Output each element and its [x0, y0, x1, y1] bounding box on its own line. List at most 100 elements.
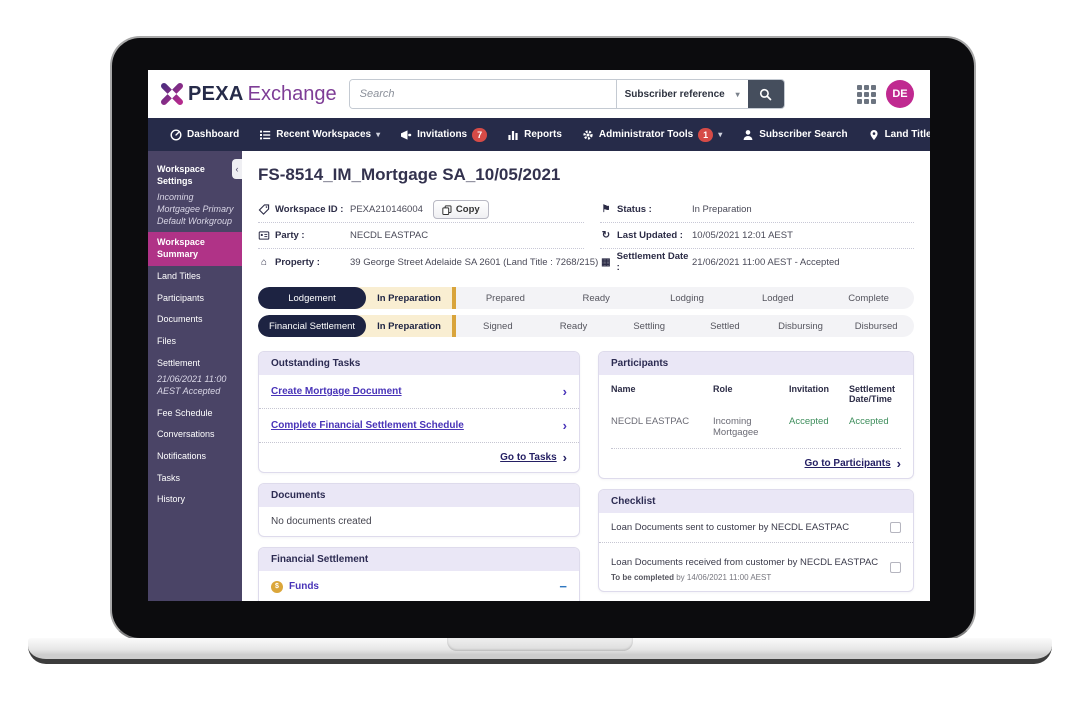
invitations-badge: 7: [472, 127, 488, 142]
stage-label: Signed: [483, 320, 513, 332]
laptop-base-notch: [447, 638, 633, 651]
documents-panel: Documents No documents created: [258, 483, 580, 537]
nav-label: Invitations: [417, 129, 468, 140]
task-complete-fss[interactable]: Complete Financial Settlement Schedule ›: [259, 409, 579, 443]
checklist-item-text: Loan Documents sent to customer by NECDL…: [611, 522, 850, 533]
task-link[interactable]: Complete Financial Settlement Schedule: [271, 420, 464, 431]
admin-tools-badge: 1: [698, 127, 714, 142]
chevron-left-icon: ‹: [235, 164, 239, 174]
workspace-id-value: PEXA210146004: [350, 204, 423, 215]
stage-label: Ready: [582, 292, 610, 304]
nav-land-title-lookup[interactable]: Land Title Lookup: [858, 129, 930, 141]
sidebar-collapse-button[interactable]: ‹: [232, 159, 242, 179]
lodgement-current-stage: In Preparation: [356, 287, 456, 309]
stage-label: Disbursing: [778, 320, 823, 332]
laptop-base: [28, 638, 1052, 664]
nav-administrator-tools[interactable]: Administrator Tools 1 ▾: [572, 127, 732, 142]
pexa-logo[interactable]: PEXA Exchange: [160, 82, 337, 106]
property-value: 39 George Street Adelaide SA 2601 (Land …: [350, 256, 599, 268]
stage-label: Complete: [848, 292, 889, 304]
nav-dashboard[interactable]: Dashboard: [160, 128, 249, 141]
funds-section-header[interactable]: $ Funds −: [259, 571, 579, 601]
participant-invitation-status: Accepted: [789, 416, 829, 427]
map-pin-icon: [869, 129, 878, 140]
flag-icon: ⚑: [601, 204, 611, 215]
participants-title: Participants: [599, 352, 913, 375]
party-value: NECDL EASTPAC: [350, 230, 429, 241]
sidebar-item-history[interactable]: History: [157, 494, 186, 505]
lodgement-stages: Prepared Ready Lodging Lodged Complete: [460, 287, 914, 309]
id-card-icon: [258, 231, 270, 240]
financial-group-label: Financial Settlement: [258, 315, 366, 337]
collapse-minus-icon[interactable]: −: [559, 579, 567, 594]
settlement-date-value: 21/06/2021 11:00 AEST - Accepted: [692, 256, 840, 268]
sidebar-item-notifications[interactable]: Notifications: [157, 451, 207, 461]
app-launcher-icon[interactable]: [857, 84, 876, 104]
nav-label: Administrator Tools: [598, 129, 694, 140]
workspace-info: Workspace ID : PEXA210146004 Copy: [258, 197, 914, 275]
checkbox[interactable]: [890, 561, 901, 573]
stage-label: Ready: [559, 320, 588, 332]
go-to-participants-link[interactable]: Go to Participants: [804, 458, 891, 469]
financial-stages: Signed Ready Settling Settled Disbursing…: [460, 315, 914, 337]
sidebar-item-documents[interactable]: Documents: [157, 314, 203, 325]
home-icon: ⌂: [260, 256, 268, 268]
main-navbar: Dashboard Recent Workspaces ▾ Invitation…: [148, 118, 930, 151]
tag-icon: [258, 204, 270, 215]
participants-panel: Participants Name Role Invitation Settle…: [598, 351, 914, 479]
column-role: Role: [713, 384, 733, 394]
workspace-sidebar: ‹ Workspace Settings Incoming Mortgagee …: [148, 151, 242, 601]
go-to-tasks[interactable]: Go to Tasks ›: [259, 443, 579, 472]
status-row: ⚑ Status : In Preparation: [600, 197, 914, 223]
chevron-right-icon: ›: [562, 418, 567, 433]
page-title: FS-8514_IM_Mortgage SA_10/05/2021: [258, 165, 561, 184]
workspace-id-label: Workspace ID :: [258, 204, 350, 215]
checklist-item-received: Loan Documents received from customer by…: [599, 543, 913, 591]
subscriber-reference-select[interactable]: Subscriber reference ▾: [615, 80, 748, 108]
sidebar-item-files[interactable]: Files: [157, 335, 177, 346]
lodgement-group-label: Lodgement: [258, 287, 366, 309]
bar-chart-icon: [508, 130, 518, 140]
financial-settlement-title: Financial Settlement: [259, 548, 579, 571]
nav-label: Dashboard: [187, 129, 240, 140]
checkbox[interactable]: [890, 522, 901, 533]
nav-recent-workspaces[interactable]: Recent Workspaces ▾: [249, 129, 390, 141]
sidebar-item-fee-schedule[interactable]: Fee Schedule: [157, 407, 213, 418]
sidebar-item-workspace-summary[interactable]: Workspace Summary: [148, 232, 242, 266]
sidebar-item-land-titles[interactable]: Land Titles: [157, 270, 201, 281]
documents-title: Documents: [259, 484, 579, 507]
sidebar-item-workspace-settings[interactable]: Workspace Settings: [157, 164, 205, 186]
avatar[interactable]: DE: [886, 80, 914, 108]
status-label: ⚑ Status :: [601, 204, 652, 215]
sidebar-item-settlement[interactable]: Settlement: [157, 357, 201, 368]
property-label: ⌂ Property :: [258, 257, 350, 268]
nav-label: Subscriber Search: [759, 129, 848, 140]
nav-reports[interactable]: Reports: [497, 129, 572, 141]
search-input[interactable]: [349, 80, 616, 108]
sidebar-item-tasks[interactable]: Tasks: [157, 472, 181, 483]
checklist-item-text: Loan Documents received from customer by…: [611, 557, 879, 568]
documents-empty-text: No documents created: [271, 516, 372, 527]
chevron-down-icon: ▾: [735, 89, 740, 99]
logo-text-exchange: Exchange: [247, 82, 337, 105]
go-to-participants[interactable]: Go to Participants ›: [599, 449, 913, 478]
sidebar-item-participants[interactable]: Participants: [157, 292, 205, 303]
task-create-mortgage-document[interactable]: Create Mortgage Document ›: [259, 375, 579, 409]
last-updated-row: ↻ Last Updated : 10/05/2021 12:01 AEST: [600, 223, 914, 249]
nav-subscriber-search[interactable]: Subscriber Search: [732, 129, 857, 141]
search-icon: [760, 88, 772, 100]
nav-invitations[interactable]: Invitations 7: [390, 127, 497, 142]
go-to-tasks-link[interactable]: Go to Tasks: [500, 452, 557, 463]
stage-label: Settled: [710, 320, 740, 332]
sidebar-item-conversations[interactable]: Conversations: [157, 429, 215, 440]
participant-name: NECDL EASTPAC: [611, 416, 690, 427]
column-invitation: Invitation: [789, 384, 829, 394]
refresh-icon: ↻: [601, 230, 611, 241]
search-button[interactable]: [747, 80, 784, 108]
copy-button[interactable]: Copy: [432, 200, 489, 219]
task-link[interactable]: Create Mortgage Document: [271, 386, 402, 397]
copy-icon: [442, 204, 452, 215]
checklist-item-due: To be completed by 14/06/2021 11:00 AEST: [611, 573, 772, 582]
